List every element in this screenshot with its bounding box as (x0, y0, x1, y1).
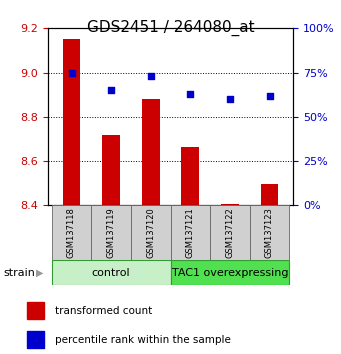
Text: transformed count: transformed count (55, 306, 152, 316)
Text: ▶: ▶ (36, 268, 43, 278)
Text: GSM137118: GSM137118 (67, 207, 76, 258)
Point (69, 70, 74, 75)
Text: percentile rank within the sample: percentile rank within the sample (55, 335, 231, 344)
FancyBboxPatch shape (210, 205, 250, 260)
Point (188, 91, 193, 97)
Text: strain: strain (3, 268, 35, 278)
FancyBboxPatch shape (250, 205, 289, 260)
FancyBboxPatch shape (52, 260, 170, 285)
Point (148, 73, 153, 79)
Bar (181, 147, 199, 205)
Bar (261, 184, 278, 205)
Text: GSM137119: GSM137119 (107, 207, 116, 258)
Text: GSM137123: GSM137123 (265, 207, 274, 258)
Bar (142, 99, 160, 205)
FancyBboxPatch shape (91, 205, 131, 260)
FancyBboxPatch shape (170, 205, 210, 260)
Text: GSM137120: GSM137120 (146, 207, 155, 258)
Point (267, 93, 272, 98)
Text: TAC1 overexpressing: TAC1 overexpressing (172, 268, 288, 278)
FancyBboxPatch shape (131, 205, 170, 260)
FancyBboxPatch shape (52, 205, 91, 260)
Bar (27, 302, 44, 319)
Bar (221, 204, 239, 205)
Text: GDS2451 / 264080_at: GDS2451 / 264080_at (87, 19, 254, 36)
Bar (27, 331, 44, 348)
Text: control: control (92, 268, 130, 278)
Text: GSM137121: GSM137121 (186, 207, 195, 258)
Point (108, 87, 114, 93)
Text: GSM137122: GSM137122 (225, 207, 234, 258)
Point (227, 96, 233, 102)
FancyBboxPatch shape (170, 260, 289, 285)
Bar (102, 135, 120, 205)
Bar (63, 39, 80, 205)
